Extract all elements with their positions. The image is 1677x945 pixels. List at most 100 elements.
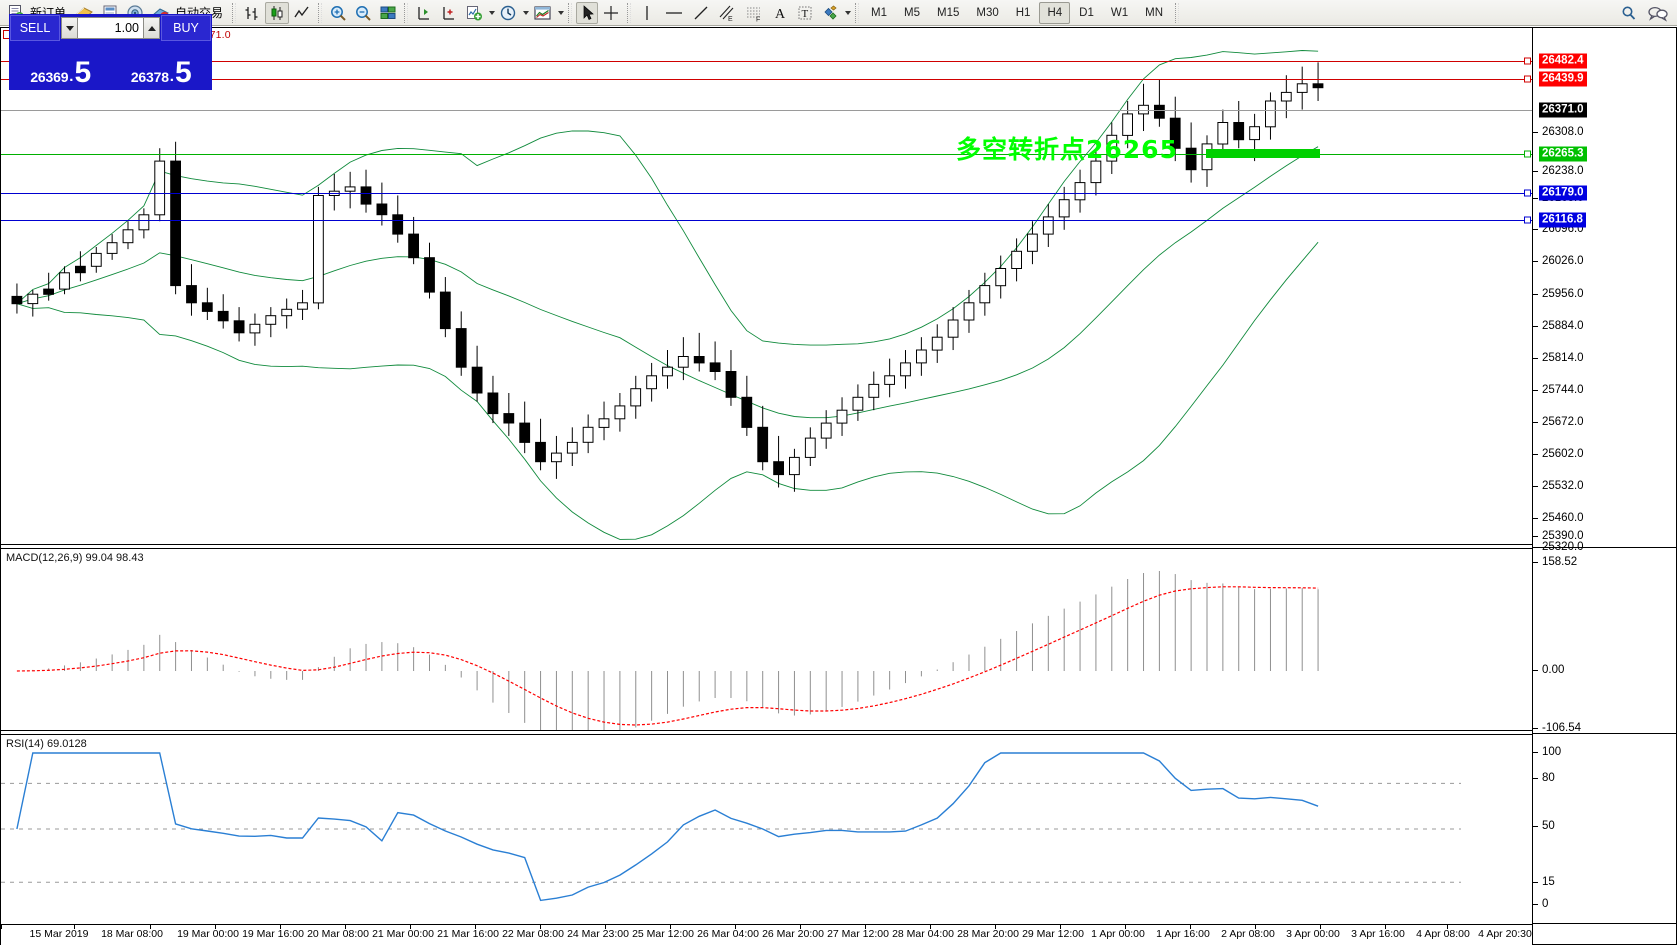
macd-pane[interactable]: MACD(12,26,9) 99.04 98.43 [1,548,1532,731]
line-chart-button[interactable] [290,2,314,24]
price-level-tag[interactable]: 26265.3 [1539,146,1587,162]
candle-body [582,426,594,443]
chart-annotation[interactable]: 多空转折点26265 [956,135,1178,164]
vertical-line-tool-button[interactable] [635,2,659,24]
buy-price-button[interactable]: 26378 . 5 [111,41,210,88]
zoom-in-button[interactable] [326,2,350,24]
axis-tick [1533,229,1538,230]
level-handle-26116[interactable] [1524,216,1531,224]
candle-body [1249,126,1260,141]
level-line-26265[interactable] [1,154,1532,155]
text-box-tool-button[interactable]: T [793,2,817,24]
timeframe-m5[interactable]: M5 [904,6,920,19]
candle-body [947,319,959,338]
shapes-tool-button[interactable] [818,2,842,24]
period-button[interactable] [496,2,520,24]
price-level-tag[interactable]: 26482.4 [1539,53,1587,69]
level-line-26439[interactable] [1,79,1532,80]
timeframe-m30[interactable]: M30 [976,6,999,19]
candle-body [138,214,150,231]
time-tick [1385,925,1386,929]
buy-button[interactable]: BUY [161,15,211,41]
price-axis[interactable]: 26371.026308.026238.026179.026168.026096… [1532,28,1677,944]
templates-dropdown-caret[interactable] [558,10,565,15]
templates-button[interactable] [530,2,555,24]
volume-increment-button[interactable] [143,17,160,39]
search-button[interactable] [1616,2,1642,24]
fibonacci-tool-button[interactable]: F [741,2,767,24]
price-level-tag[interactable]: 26439.9 [1539,71,1587,87]
indicators-dropdown-caret[interactable] [489,10,496,15]
timeframe-m15[interactable]: M15 [937,6,960,19]
time-axis[interactable]: 15 Mar 2019 18 Mar 08:00 19 Mar 00:00 19 Ma… [1,924,1532,945]
volume-stepper[interactable]: 1.00 [60,15,161,41]
cursor-tool-button[interactable] [576,1,599,24]
price-level-tag[interactable]: 26116.8 [1539,212,1586,228]
level-handle-26265[interactable] [1524,150,1531,158]
time-tick [995,925,996,929]
svg-text:T: T [802,8,809,20]
bar-chart-button[interactable] [240,2,264,24]
volume-input[interactable]: 1.00 [78,17,143,39]
candle-body [725,371,737,398]
timeframe-m1[interactable]: M1 [871,6,888,19]
level-line-26116[interactable] [1,220,1532,221]
candle-body [503,413,515,424]
level-handle-26179[interactable] [1524,189,1531,197]
indicators-button[interactable] [462,2,486,24]
macd-axis-label: 158.52 [1542,556,1578,568]
candle-body [43,288,55,295]
candle-body [773,461,785,476]
shift-end-button[interactable] [412,2,436,24]
bollinger-lower-band [16,241,1319,540]
text-label-tool-button[interactable]: A [768,2,792,24]
candle-body [297,302,308,310]
sell-price-button[interactable]: 26369 . 5 [11,41,110,88]
level-line-26179[interactable] [1,193,1532,194]
trade-panel-top-row: SELL 1.00 BUY [10,15,211,41]
price-level-tag[interactable]: 26179.0 [1539,185,1587,201]
timeframe-mn[interactable]: MN [1145,6,1163,19]
chart-window[interactable]: DJ30-,H4 26392.0 26403.0 26368.0 26371.0… [0,27,1677,945]
candle-body [551,452,562,463]
rsi-pane[interactable]: RSI(14) 69.0128 [1,734,1532,923]
candlestick-chart-button[interactable] [265,1,290,24]
candle-body [1074,182,1086,201]
axis-tick [1533,826,1538,827]
sell-button[interactable]: SELL [10,15,60,41]
axis-tick [1533,358,1538,359]
rsi-axis-label: 100 [1542,746,1562,758]
level-handle-26482[interactable] [1524,57,1531,65]
level-line-26482[interactable] [1,61,1532,62]
one-click-trading-panel[interactable]: SELL 1.00 BUY 26369 . 5 26378 . 5 [9,14,212,90]
time-tick [865,925,866,929]
candle-body [392,214,404,235]
price-pane[interactable]: DJ30-,H4 26392.0 26403.0 26368.0 26371.0… [1,28,1532,545]
horizontal-line-tool-button[interactable] [660,2,688,24]
candle-body [757,426,769,463]
timeframe-h4[interactable]: H4 [1039,1,1071,24]
candle-body [1027,233,1038,252]
crosshair-tool-button[interactable] [599,2,623,24]
candle-body [1312,83,1324,89]
zoom-out-button[interactable] [351,2,375,24]
macd-title: MACD(12,26,9) 99.04 98.43 [6,552,144,564]
axis-tick [1533,390,1538,391]
candle-body [439,291,451,330]
timeframe-h1[interactable]: H1 [1015,6,1031,19]
level-handle-26439[interactable] [1524,75,1531,83]
trendline-tool-button[interactable] [689,2,713,24]
tile-windows-button[interactable] [376,2,400,24]
main-toolbar: 新订单 [0,0,1677,26]
shapes-dropdown-caret[interactable] [845,10,852,15]
timeframe-d1[interactable]: D1 [1079,6,1094,19]
auto-scroll-button[interactable] [437,2,461,24]
period-dropdown-caret[interactable] [523,10,530,15]
equidistant-channel-tool-button[interactable]: E [714,2,740,24]
toolbar-separator [568,2,573,23]
timeframe-w1[interactable]: W1 [1110,6,1129,19]
candle-body [535,441,546,463]
volume-decrement-button[interactable] [61,17,78,39]
candle-body [249,323,261,334]
chat-button[interactable] [1643,2,1673,24]
